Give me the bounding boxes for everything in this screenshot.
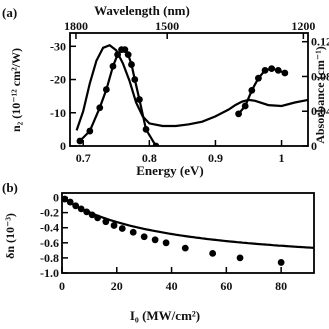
- data-point: [83, 208, 91, 216]
- series-1-point: [86, 127, 94, 135]
- y-tick-label: -0.4: [40, 221, 59, 235]
- series-1-point: [124, 51, 132, 59]
- series-2-point: [261, 66, 269, 74]
- left-y-tick-label: -10: [50, 106, 66, 120]
- left-y-axis-ticks: 0 -10 -20 -30: [50, 39, 76, 153]
- right-y-tick-label: 0.08: [311, 69, 329, 83]
- top-axis-label: Wavelength (nm): [94, 3, 190, 18]
- data-point: [110, 222, 118, 229]
- x-axis-ticks: 0.7 0.8 0.9 1: [76, 140, 285, 165]
- top-axis-ticks: 1800 1500 1200: [64, 19, 315, 39]
- fit-curve: [61, 196, 315, 249]
- series-2-point: [274, 66, 282, 74]
- data-point: [94, 214, 102, 222]
- panel-b: (b) 0 20 40 60 80 0-0.2-0.4-0.6-0.8-1.0 I₀ (…: [2, 180, 315, 323]
- series-1-point: [142, 125, 150, 133]
- y-tick-label: -0.8: [40, 251, 59, 265]
- top-tick-label: 1200: [291, 19, 315, 33]
- series-1-point: [152, 142, 160, 146]
- right-y-tick-label: 0: [311, 139, 317, 153]
- series-1-point: [76, 137, 84, 145]
- data-point: [77, 205, 85, 213]
- series-1-point: [102, 86, 110, 93]
- series-2-point: [255, 74, 262, 82]
- data-point: [277, 259, 285, 266]
- y-tick-label: -1.0: [40, 266, 59, 280]
- panel-a-series: [75, 43, 308, 146]
- series-1-point: [96, 104, 104, 112]
- left-y-tick-label: 0: [60, 139, 66, 153]
- series-2-point: [248, 86, 256, 94]
- panel-a-label: (a): [2, 5, 17, 20]
- panel-b-frame: [61, 192, 315, 274]
- x-tick-label: 20: [111, 279, 123, 293]
- series-2-point: [241, 102, 249, 110]
- right-y-tick-label: 0.12: [311, 35, 329, 49]
- series-0-line: [75, 43, 308, 131]
- series-2-point: [281, 69, 289, 77]
- panel-a-frame: [69, 32, 309, 147]
- data-point: [88, 211, 96, 219]
- left-y-tick-label: -20: [50, 73, 66, 87]
- data-point: [236, 254, 244, 262]
- x-tick-label: 0.9: [208, 151, 223, 165]
- series-2-point: [235, 110, 242, 118]
- data-point: [140, 233, 148, 241]
- data-point: [72, 202, 80, 210]
- series-1-point: [121, 46, 129, 54]
- left-y-tick-label: -30: [50, 39, 66, 53]
- y-tick-label: -0.2: [40, 206, 59, 220]
- data-point: [118, 225, 126, 232]
- x-tick-label: 0.7: [76, 151, 91, 165]
- data-point: [181, 244, 189, 252]
- data-point: [209, 249, 217, 257]
- x-tick-label: 0.8: [142, 151, 157, 165]
- series-1-point: [131, 76, 139, 83]
- panel-a: (a) Wavelength (nm) 1800 1500 1200 0.7 0.8 0…: [2, 3, 329, 178]
- data-point: [162, 239, 170, 247]
- x-axis-label: I₀ (MW/cm²): [130, 308, 200, 323]
- x-axis-ticks: 0 20 40 60 80: [59, 267, 287, 293]
- data-point: [129, 228, 137, 236]
- panel-b-label: (b): [2, 180, 18, 195]
- right-y-axis-label: Absorbance (cm⁻¹): [313, 46, 327, 144]
- data-point: [61, 195, 69, 203]
- y-tick-label: -0.6: [40, 236, 59, 250]
- series-1-point: [109, 62, 117, 70]
- x-tick-label: 0: [59, 279, 65, 293]
- x-axis-label: Energy (eV): [136, 163, 204, 178]
- left-y-axis-label: n₂ (10⁻¹² cm²/W): [9, 48, 23, 132]
- top-tick-label: 1800: [64, 19, 88, 33]
- y-axis-ticks: 0-0.2-0.4-0.6-0.8-1.0: [40, 191, 68, 280]
- panel-b-series: [61, 195, 315, 266]
- y-axis-label: δn (10⁻³): [3, 213, 17, 259]
- series-1-point: [114, 51, 121, 59]
- x-tick-label: 40: [166, 279, 178, 293]
- x-tick-label: 1: [279, 151, 285, 165]
- y-tick-label: 0: [53, 191, 59, 205]
- data-point: [66, 198, 74, 206]
- data-point: [151, 236, 159, 244]
- series-1-point: [136, 96, 143, 103]
- x-tick-label: 60: [220, 279, 232, 293]
- series-1-point: [128, 61, 135, 68]
- series-2-point: [268, 65, 276, 73]
- data-point: [102, 218, 110, 226]
- x-tick-label: 80: [275, 279, 287, 293]
- right-y-tick-label: 0.04: [311, 104, 329, 118]
- top-tick-label: 1500: [155, 19, 179, 33]
